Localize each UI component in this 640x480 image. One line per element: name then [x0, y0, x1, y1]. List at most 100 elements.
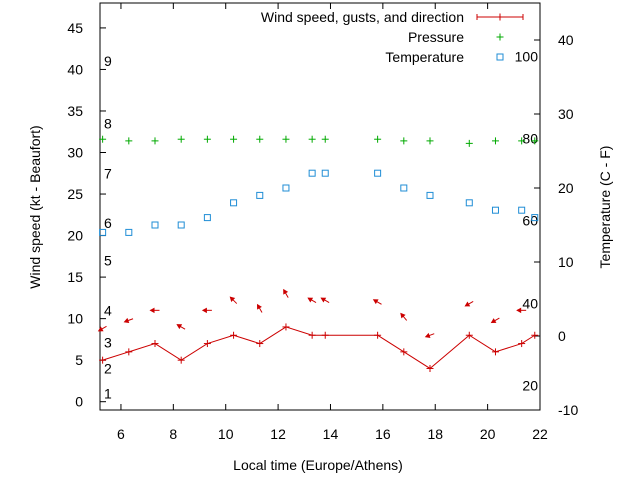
pressure-point — [125, 137, 133, 145]
wind-speed-point — [125, 348, 133, 356]
y-tick-label: 15 — [67, 269, 83, 285]
wind-speed-point — [491, 348, 499, 356]
y-tick-label: 20 — [67, 228, 83, 244]
x-tick-label: 16 — [375, 426, 391, 442]
temperature-point — [177, 221, 185, 229]
wind-speed-line — [102, 326, 536, 370]
legend-label: Temperature — [385, 49, 464, 65]
pressure-point — [99, 135, 107, 143]
beaufort-label: 6 — [104, 215, 112, 231]
y2-tick-label: 20 — [558, 180, 574, 196]
y2-tick-label: 40 — [558, 32, 574, 48]
arrow-head — [283, 288, 289, 295]
y-tick-label: 10 — [67, 311, 83, 327]
wind-direction-arrow — [372, 299, 382, 305]
pressure-point — [256, 135, 264, 143]
y-tick-label: 5 — [75, 352, 83, 368]
arrow-head — [372, 299, 379, 305]
y-tick-label: 30 — [67, 145, 83, 161]
fahrenheit-label: 60 — [522, 213, 538, 229]
arrow-head — [307, 297, 314, 303]
x-tick-label: 8 — [169, 426, 177, 442]
temperature-point — [426, 191, 434, 199]
wind-direction-arrow — [464, 300, 474, 307]
wind-direction-arrow — [400, 312, 408, 321]
temperature-point — [256, 191, 264, 199]
y2-tick-label: 30 — [558, 106, 574, 122]
wind-direction-arrow — [307, 297, 317, 304]
temperature-point — [151, 221, 159, 229]
arrow-head — [229, 296, 236, 302]
legend-marker — [496, 13, 504, 21]
pressure-point — [531, 137, 539, 145]
arrow-head — [516, 307, 522, 314]
wind-direction-arrow — [176, 324, 186, 330]
x-tick-label: 10 — [218, 426, 234, 442]
beaufort-label: 7 — [104, 165, 112, 181]
pressure-point — [177, 135, 185, 143]
pressure-point — [151, 137, 159, 145]
beaufort-label: 9 — [104, 53, 112, 69]
arrow-head — [149, 307, 155, 314]
temperature-point — [518, 206, 526, 214]
wind-speed-point — [308, 331, 316, 339]
y2-axis-label: Temperature (C - F) — [597, 146, 613, 269]
fahrenheit-label: 40 — [522, 295, 538, 311]
arrow-head — [123, 317, 130, 324]
wind-direction-arrow — [97, 325, 107, 332]
pressure-point — [203, 135, 211, 143]
wind-direction-arrow — [149, 307, 160, 314]
wind-speed-point — [282, 323, 290, 331]
x-tick-label: 6 — [117, 426, 125, 442]
temperature-point — [465, 199, 473, 207]
wind-direction-arrows — [97, 288, 527, 339]
wind-speed-point — [531, 331, 539, 339]
wind-speed-point — [177, 356, 185, 364]
pressure-point — [282, 135, 290, 143]
x-tick-label: 12 — [270, 426, 286, 442]
y-tick-label: 35 — [67, 103, 83, 119]
wind-speed-point — [518, 340, 526, 348]
wind-speed-point — [400, 348, 408, 356]
arrow-head — [201, 307, 207, 314]
legend-marker — [496, 53, 504, 61]
arrow-head — [490, 318, 497, 324]
wind-speed-point — [426, 364, 434, 372]
x-tick-label: 22 — [532, 426, 548, 442]
fahrenheit-label: 20 — [522, 378, 538, 394]
temperature-point — [491, 206, 499, 214]
wind-series — [99, 323, 539, 372]
temperature-point — [230, 199, 238, 207]
y-tick-label: 40 — [67, 61, 83, 77]
pressure-point — [374, 135, 382, 143]
beaufort-label: 2 — [104, 360, 112, 376]
x-axis-label: Local time (Europe/Athens) — [233, 457, 403, 473]
pressure-point — [518, 137, 526, 145]
temperature-point — [400, 184, 408, 192]
wind-speed-point — [230, 331, 238, 339]
temperature-point — [321, 169, 329, 177]
wind-speed-point — [99, 356, 107, 364]
temperature-point — [203, 214, 211, 222]
wind-direction-arrow — [201, 307, 212, 314]
plot-frame — [99, 2, 541, 411]
wind-speed-point — [374, 331, 382, 339]
x-tick-label: 20 — [480, 426, 496, 442]
legend-label: Wind speed, gusts, and direction — [261, 9, 464, 25]
y2-tick-label: 0 — [558, 328, 566, 344]
fahrenheit-label: 100 — [515, 48, 539, 64]
beaufort-label: 8 — [104, 115, 112, 131]
y-tick-label: 0 — [75, 394, 83, 410]
arrow-head — [400, 312, 406, 319]
pressure-point — [400, 137, 408, 145]
temperature-series — [99, 169, 539, 236]
temperature-point — [308, 169, 316, 177]
beaufort-label: 1 — [104, 385, 112, 401]
arrow-head — [97, 326, 104, 332]
arrow-head — [464, 301, 471, 307]
temperature-point — [374, 169, 382, 177]
wind-speed-point — [321, 331, 329, 339]
x-tick-label: 14 — [323, 426, 339, 442]
